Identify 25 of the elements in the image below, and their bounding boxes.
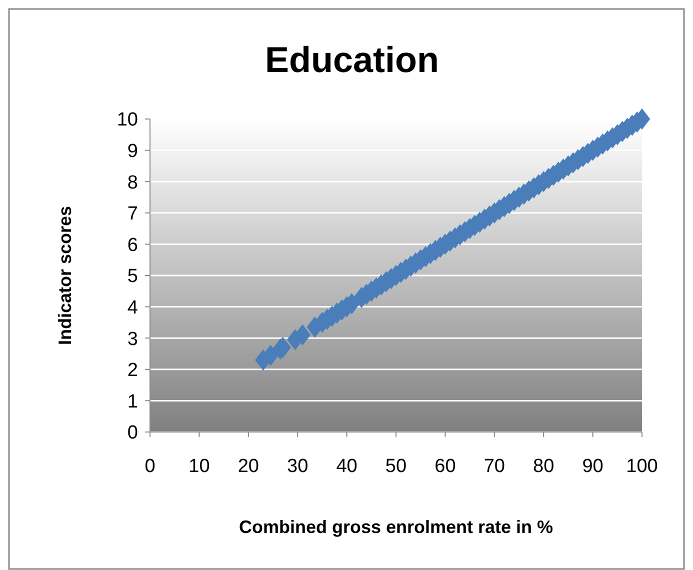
x-tick-label: 100	[626, 456, 658, 477]
x-tick-label: 90	[582, 456, 604, 477]
y-tick-label: 9	[127, 140, 138, 162]
y-tick-label: 4	[127, 297, 138, 318]
y-tick-label: 5	[127, 266, 138, 288]
y-tick-label: 0	[127, 422, 138, 444]
y-tick-label: 1	[127, 391, 138, 412]
x-tick-label: 10	[188, 456, 210, 477]
y-tick-label: 6	[127, 234, 138, 256]
y-tick-label: 2	[127, 360, 138, 382]
x-tick-label: 0	[144, 456, 156, 477]
chart-title: Education	[264, 39, 440, 80]
x-tick-label: 30	[287, 456, 308, 477]
y-tick-label: 10	[116, 110, 138, 131]
y-axis-title: Indicator scores	[55, 206, 75, 346]
x-tick-label: 70	[484, 456, 505, 477]
x-tick-label: 20	[238, 456, 259, 477]
x-axis-title: Combined gross enrolment rate in %	[238, 517, 554, 537]
y-tick-label: 7	[127, 204, 138, 225]
x-tick-label: 50	[385, 456, 407, 477]
y-tick-label: 8	[127, 172, 138, 194]
y-tick-label: 3	[127, 328, 138, 350]
x-tick-label: 80	[533, 456, 554, 477]
x-tick-label: 60	[434, 456, 456, 477]
x-tick-label: 40	[336, 456, 358, 477]
